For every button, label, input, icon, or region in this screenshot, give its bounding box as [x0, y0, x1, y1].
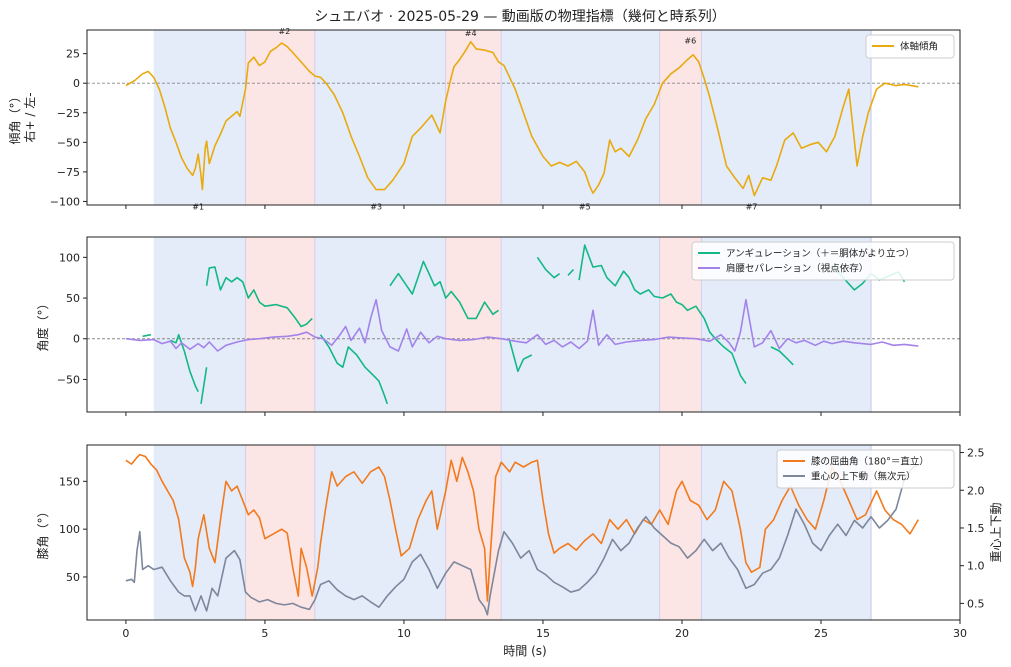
series-group [125, 41, 919, 197]
series-line-segment [508, 340, 533, 373]
legend: 膝の屈曲角（180°＝直立） 重心の上下動（無次元） [776, 449, 955, 489]
extreme-annotation: #6 [684, 36, 696, 45]
legend: アンギュレーション（＋＝胴体がより立つ） 肩腰セパレーション（視点依存） [691, 241, 955, 281]
y-tick-label: 50 [66, 571, 80, 584]
x-tick-label: 5 [261, 627, 268, 640]
x-tick-label: 10 [397, 627, 411, 640]
y-axis-label: 角度（°） [35, 297, 50, 351]
y-tick-label: 0 [73, 77, 80, 90]
phase-band [245, 445, 315, 620]
subplot-2: −50 0 50 100 角度（°） アンギュレーション（＋＝胴体がより立つ） 肩腰セパレー… [35, 236, 961, 416]
y-tick-label: 25 [66, 48, 80, 61]
y-tick-label: 100 [59, 523, 80, 536]
phase-band [245, 237, 315, 412]
series-group [125, 453, 922, 616]
series-line-segment [536, 256, 561, 279]
y-tick-label: −100 [50, 195, 80, 208]
phase-band [701, 30, 872, 205]
y2-tick-label: 1.5 [967, 522, 985, 535]
y-axis-label: 傾角（°） [8, 90, 22, 144]
legend-label: 膝の屈曲角（180°＝直立） [811, 456, 929, 468]
extreme-annotation: #3 [370, 202, 382, 211]
subplot-3: 50 100 150 0.5 1.0 1.5 2.0 2.5 重心上下動 0 5 10 15 20 25 30… [36, 444, 1003, 640]
legend-label: 重心の上下動（無次元） [811, 471, 916, 483]
phase-band [153, 237, 246, 412]
x-tick-label: 25 [814, 627, 828, 640]
series-line [125, 463, 922, 616]
series-line-segment [170, 333, 199, 393]
subplot-1: #1 #2 #3 #4 #5 #6 #7 −100 −75 −50 −25 0 25 傾角（°） 右+ / … [8, 27, 961, 211]
phase-band [314, 445, 446, 620]
extreme-annotation: #7 [746, 202, 758, 211]
legend-box [691, 241, 955, 281]
plot-frame [86, 29, 961, 206]
y-axis-label: 膝角（°） [36, 505, 50, 559]
y-tick-label: 100 [59, 251, 80, 264]
extreme-annotation: #4 [465, 29, 477, 38]
phase-band [314, 30, 446, 205]
extreme-annotation: #5 [579, 202, 591, 211]
phase-band [501, 30, 660, 205]
series-line-segment [389, 260, 499, 320]
plot-frame [86, 444, 961, 621]
y2-axis-label: 重心上下動 [989, 502, 1003, 562]
x-tick-label: 20 [675, 627, 689, 640]
y2-tick-label: 2.5 [967, 447, 985, 460]
y2-tick-label: 2.0 [967, 484, 985, 497]
series-line-segment [770, 346, 794, 366]
series-line-segment [142, 333, 152, 338]
legend-box [865, 34, 955, 59]
legend: 体軸傾角 [865, 34, 955, 59]
legend-box [776, 449, 955, 489]
x-axis-label: 時間 (s) [503, 644, 546, 658]
phase-band [445, 30, 502, 205]
x-tick-label: 15 [536, 627, 550, 640]
series-line [125, 453, 919, 602]
phase-band [659, 445, 702, 620]
series-line [125, 298, 919, 352]
chart-title: シュエバオ · 2025-05-29 — 動画版の物理指標（幾何と時系列） [314, 9, 726, 25]
phase-band [501, 237, 660, 412]
y-tick-label: −50 [57, 136, 80, 149]
series-line [125, 41, 919, 197]
y-tick-label: 150 [59, 475, 80, 488]
legend-label: 体軸傾角 [900, 41, 938, 53]
y-tick-label: 0 [73, 333, 80, 346]
series-line-segment [319, 334, 389, 405]
legend-label: アンギュレーション（＋＝胴体がより立つ） [726, 248, 915, 260]
y2-tick-label: 1.0 [967, 560, 985, 573]
plot-frame [86, 236, 961, 413]
phase-band [659, 30, 702, 205]
y-tick-label: −75 [57, 166, 80, 179]
legend-label: 肩腰セパレーション（視点依存） [726, 263, 868, 275]
phase-band [245, 30, 315, 205]
y-tick-label: −50 [57, 373, 80, 386]
phase-band [445, 237, 502, 412]
series-group [125, 244, 919, 405]
y-tick-label: −25 [57, 107, 80, 120]
series-line-segment [205, 266, 313, 328]
x-tick-label: 0 [122, 627, 129, 640]
y-axis-label: 右+ / 左- [22, 92, 37, 142]
extreme-annotation: #2 [278, 27, 290, 36]
series-line-segment [200, 367, 208, 405]
extreme-annotation: #1 [192, 202, 204, 211]
series-line-segment [567, 269, 575, 276]
y2-tick-label: 0.5 [967, 597, 985, 610]
y-tick-label: 50 [66, 292, 80, 305]
x-tick-label: 30 [953, 627, 967, 640]
